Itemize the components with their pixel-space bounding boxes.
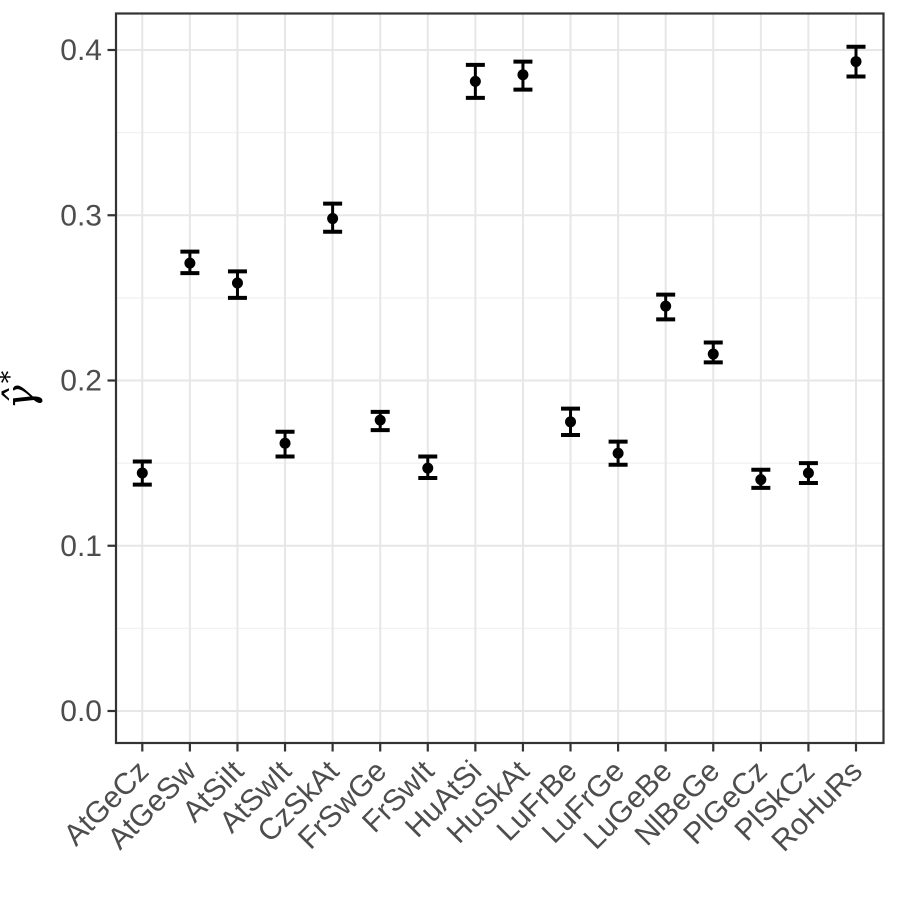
- panel-border: [114, 12, 885, 745]
- y-axis-title-group: γ̂ *: [0, 370, 44, 409]
- y-axis-title-symbol: γ̂: [0, 385, 44, 409]
- pointrange-LuFrGe: [608, 439, 628, 467]
- data-point: [850, 56, 862, 68]
- panel-border-group: [114, 12, 885, 745]
- y-tick-label: 0.0: [60, 695, 102, 728]
- y-axis-title: γ̂ *: [0, 370, 44, 409]
- pointrange-PlGeCz: [751, 467, 771, 490]
- pointrange-AtGeSw: [180, 249, 200, 276]
- data-point: [231, 277, 243, 289]
- y-axis-title-superscript: *: [0, 370, 24, 383]
- y-tick-label: 0.2: [60, 365, 102, 398]
- data-point: [327, 213, 339, 225]
- data-point: [136, 467, 148, 479]
- pointrange-AtSiIt: [227, 269, 247, 300]
- data-point: [660, 300, 672, 312]
- gridlines-major: [116, 13, 884, 743]
- y-tick-label: 0.4: [60, 34, 102, 67]
- axis-labels: 0.00.10.20.30.4AtGeCzAtGeSwAtSiItAtSwItC…: [58, 34, 869, 858]
- pointrange-AtSwIt: [275, 429, 295, 459]
- data-point: [469, 75, 481, 87]
- pointrange-LuGeBe: [656, 292, 676, 322]
- pointrange-HuAtSi: [465, 62, 485, 100]
- y-tick-label: 0.3: [60, 199, 102, 232]
- data-point: [517, 69, 529, 81]
- data-point: [612, 447, 624, 459]
- data-point: [184, 257, 196, 269]
- data-point: [374, 414, 386, 426]
- pointrange-CzSkAt: [323, 201, 343, 234]
- y-tick-label: 0.1: [60, 530, 102, 563]
- pointrange-AtGeCz: [132, 459, 152, 487]
- axis-ticks: [107, 48, 858, 752]
- data-point: [422, 462, 434, 474]
- data-point: [279, 437, 291, 449]
- data-point: [802, 467, 814, 479]
- pointrange-HuSkAt: [513, 59, 533, 92]
- pointrange-RoHuRs: [846, 44, 866, 79]
- pointrange-PlSkCz: [798, 461, 818, 485]
- data-series: [132, 44, 866, 490]
- data-point: [755, 474, 767, 486]
- pointrange-LuFrBe: [561, 406, 581, 438]
- data-point: [707, 348, 719, 360]
- pointrange-FrSwIt: [418, 454, 438, 480]
- pointrange-FrSwGe: [370, 409, 390, 433]
- pointrange-NlBeGe: [703, 340, 723, 365]
- data-point: [565, 416, 577, 428]
